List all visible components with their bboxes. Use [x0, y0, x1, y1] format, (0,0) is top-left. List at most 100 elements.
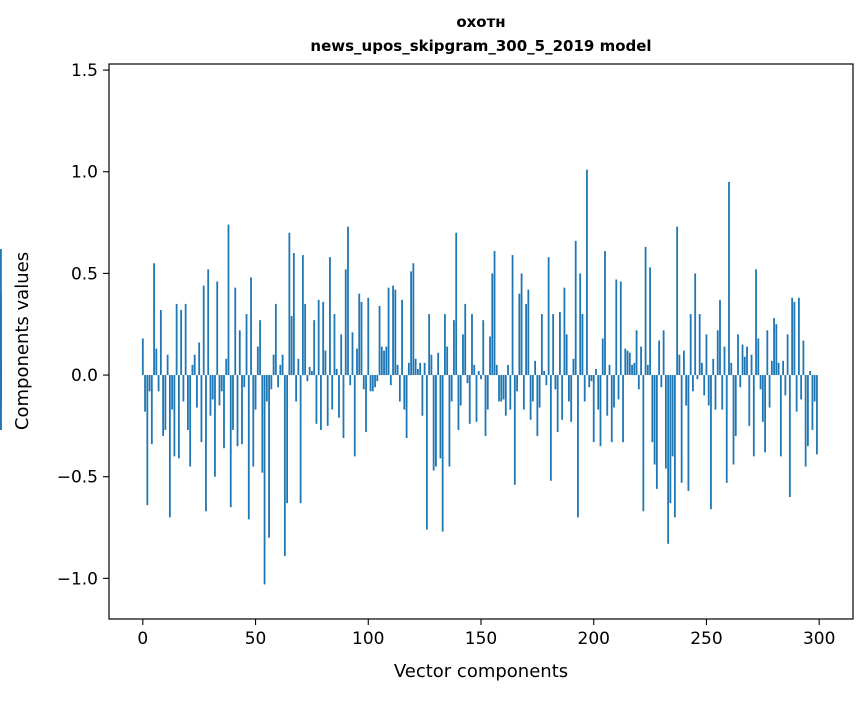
bar — [791, 297, 794, 376]
bar — [444, 314, 446, 376]
bar — [592, 375, 595, 443]
bar — [414, 358, 417, 376]
bar — [441, 375, 444, 532]
bar — [770, 360, 773, 376]
x-tick-label: 150 — [465, 629, 497, 649]
bar — [694, 273, 697, 376]
bar — [412, 263, 415, 376]
bar — [642, 375, 645, 512]
bar — [531, 375, 534, 402]
bar — [608, 364, 611, 376]
bar — [773, 318, 775, 376]
bar — [398, 375, 401, 402]
bar — [405, 375, 408, 439]
bar — [279, 364, 282, 376]
bar — [187, 375, 189, 430]
bar — [200, 375, 203, 443]
bar — [714, 375, 717, 410]
bar — [525, 303, 527, 376]
bar — [502, 375, 505, 400]
bar — [0, 375, 2, 430]
bar — [743, 356, 746, 376]
bar — [356, 348, 358, 376]
bar — [671, 375, 674, 457]
bar — [146, 375, 149, 506]
bar — [416, 368, 419, 376]
x-tick-label: 50 — [245, 629, 267, 649]
bar — [430, 354, 433, 376]
bar — [653, 375, 656, 465]
bar — [484, 375, 487, 437]
bar — [477, 370, 480, 376]
x-axis-label: Vector components — [394, 661, 568, 682]
bar — [259, 320, 261, 376]
bar — [351, 332, 354, 376]
bar — [489, 336, 491, 376]
bar — [407, 362, 410, 376]
bar — [376, 375, 379, 382]
bar — [577, 375, 579, 518]
bar — [349, 375, 352, 386]
bar — [547, 257, 550, 376]
bar — [232, 375, 234, 430]
bar — [651, 375, 654, 443]
bar — [660, 375, 663, 388]
bar — [757, 338, 760, 376]
bar — [254, 375, 257, 410]
bar — [315, 375, 318, 424]
bar — [739, 375, 742, 388]
bar — [311, 370, 313, 376]
bar — [180, 309, 183, 376]
bar — [308, 366, 311, 376]
y-tick-label: 1.5 — [71, 61, 98, 81]
bar — [234, 287, 237, 376]
bar — [288, 232, 291, 376]
bar — [696, 375, 699, 380]
bar — [698, 314, 701, 376]
bar — [207, 269, 210, 376]
bar — [218, 375, 221, 406]
bar — [175, 303, 178, 376]
bar — [457, 375, 460, 430]
bar — [241, 375, 243, 445]
bar — [274, 303, 277, 376]
bar — [631, 364, 633, 376]
bars-group — [0, 169, 818, 585]
bar — [529, 375, 532, 420]
x-tick-label: 250 — [690, 629, 722, 649]
bar — [425, 375, 428, 530]
y-tick-label: −0.5 — [57, 468, 98, 488]
bar — [159, 309, 162, 376]
bar — [703, 375, 706, 396]
bar — [732, 375, 735, 465]
bar — [658, 340, 661, 376]
bar — [347, 226, 349, 376]
bar — [432, 375, 435, 471]
bar — [599, 375, 602, 447]
bar — [522, 375, 525, 410]
bar — [191, 364, 194, 376]
bar — [220, 375, 223, 392]
bar — [493, 251, 496, 376]
chart-title: охотн — [456, 13, 505, 31]
bar — [568, 375, 570, 402]
bar — [225, 358, 228, 376]
bar — [268, 375, 270, 538]
bar — [813, 375, 816, 402]
bar — [369, 375, 372, 392]
bar — [583, 375, 586, 402]
bar — [554, 375, 557, 390]
bar — [644, 246, 647, 376]
bar — [256, 346, 259, 376]
bar — [166, 354, 169, 376]
bar — [635, 330, 638, 376]
y-axis-ticks: 1.5 1.0 0.5 0.0 −0.5 −1.0 — [57, 61, 109, 589]
bar — [324, 350, 327, 376]
bar — [748, 375, 751, 426]
bar — [518, 293, 521, 376]
bar — [809, 370, 812, 376]
bar — [0, 375, 2, 398]
bar — [396, 364, 399, 376]
